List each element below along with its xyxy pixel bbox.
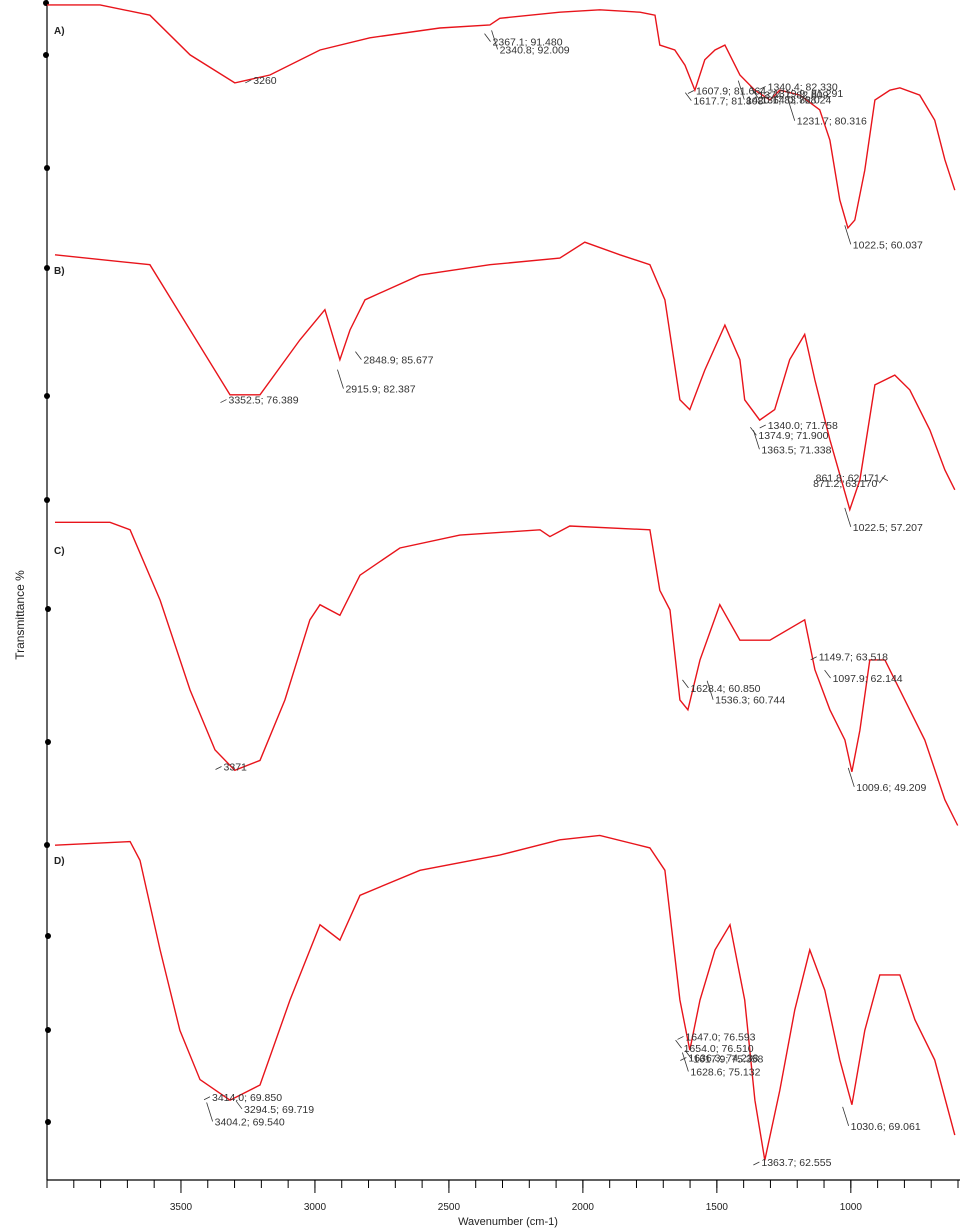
annotation: 3404.2; 69.540	[215, 1117, 285, 1129]
annotation-leader	[684, 1050, 692, 1059]
annotation: 2340.8; 92.009	[500, 44, 570, 56]
annotation-leader	[810, 656, 817, 661]
annotation-leader	[355, 351, 362, 360]
axis-dots	[43, 0, 51, 1125]
x-tick-label: 3500	[170, 1202, 193, 1213]
annotation: 1149.7; 63.518	[819, 652, 888, 664]
annotation: 1340.0; 71.758	[768, 420, 838, 432]
panel-label: B)	[54, 266, 65, 277]
annotation: 2848.9; 85.677	[363, 355, 433, 367]
y-axis-label: Transmittance %	[13, 570, 27, 660]
x-axis-label: Wavenumber (cm-1)	[458, 1216, 558, 1228]
annotation-leader	[847, 767, 855, 788]
annotation: 861.8; 62.171	[816, 473, 880, 485]
x-tick-label: 3000	[304, 1202, 327, 1213]
annotation-leader	[844, 507, 852, 528]
annotation-leader	[675, 1039, 682, 1049]
annotation-leader	[844, 225, 852, 245]
panel-label: D)	[54, 856, 65, 867]
annotation-leader	[684, 92, 692, 101]
annotation: 871.2; 63.170	[813, 478, 877, 490]
annotation-leader	[706, 680, 714, 700]
annotation-leader	[245, 79, 252, 84]
annotation-leader	[737, 80, 745, 100]
x-tick-label: 2000	[572, 1202, 595, 1213]
annotation: 1231.7; 80.316	[797, 116, 867, 128]
annotation-leader	[842, 1106, 850, 1126]
annotation-leader	[682, 1052, 689, 1072]
annotation: 1097.9; 62.144	[833, 673, 903, 685]
annotation: 1628.6; 75.132	[690, 1067, 760, 1079]
annotation-leader	[484, 33, 491, 42]
annotation-leader	[337, 369, 344, 389]
annotation: 1617.7; 81.808	[693, 96, 763, 108]
annotation-leader	[753, 430, 760, 450]
annotation-leader	[235, 1100, 243, 1110]
annotation: 3414.0; 69.850	[212, 1092, 282, 1104]
annotation: 1374.7; 82.809	[758, 90, 828, 102]
annotation: 1536.3; 60.744	[715, 695, 785, 707]
annotation: 2915.9; 82.387	[345, 384, 415, 396]
annotation-leader	[759, 424, 766, 429]
annotation-leader	[879, 474, 886, 484]
annotation-leader	[788, 101, 796, 121]
spectrum-line	[55, 521, 959, 826]
x-tick-label: 1000	[840, 1202, 863, 1213]
annotation-leader	[682, 679, 689, 689]
annotation-leader	[206, 1102, 214, 1122]
panel-label: C)	[54, 546, 65, 557]
annotation-leader	[220, 399, 227, 403]
annotation: 1022.5; 57.207	[853, 522, 923, 534]
annotation: 1363.5; 71.338	[761, 444, 831, 456]
annotation: 1022.5; 60.037	[853, 239, 923, 251]
panel-label: A)	[54, 26, 65, 37]
annotation: 1607.9; 81.664	[696, 86, 766, 98]
annotation-leader	[824, 669, 831, 679]
spectrum-line	[54, 241, 956, 512]
annotation: 1636.3; 74.238	[688, 1053, 758, 1065]
annotation: 1617.9; 75.358	[693, 1053, 763, 1065]
spectrum-line	[47, 4, 956, 230]
annotation: 1654.0; 76.510	[684, 1043, 754, 1055]
annotation-leader	[687, 90, 695, 94]
annotation: 3371	[224, 762, 248, 774]
annotation: 1364.0; 82.024	[761, 94, 831, 106]
annotation-leader	[752, 91, 760, 100]
annotation: 1363.7; 62.555	[761, 1157, 831, 1169]
annotation-leader	[764, 92, 772, 97]
annotation-leader	[677, 1036, 684, 1040]
annotation-leader	[215, 766, 222, 770]
annotation-leader	[750, 86, 757, 95]
annotation: 1030.6; 69.061	[851, 1121, 921, 1133]
annotation-leader	[203, 1096, 211, 1101]
annotation: 1647.0; 76.593	[685, 1031, 755, 1043]
annotation: 1340.4; 82.330	[768, 81, 838, 93]
annotation-leader	[491, 30, 498, 50]
annotation-leader	[680, 1057, 687, 1061]
annotation: 1319.9; 81.291	[773, 88, 843, 100]
annotation: 3352.5; 76.389	[228, 395, 298, 407]
x-tick-label: 2500	[438, 1202, 461, 1213]
annotation-leader	[753, 1161, 760, 1166]
annotation: 2367.1; 91.480	[493, 37, 563, 49]
annotation: 3294.5; 69.719	[244, 1104, 314, 1116]
x-tick-label: 1500	[706, 1202, 729, 1213]
annotation: 1009.6; 49.209	[856, 782, 926, 794]
annotation-leader	[759, 86, 766, 90]
annotation: 1628.4; 60.850	[690, 683, 760, 695]
annotation: 1420.1; 83.768	[746, 95, 816, 107]
annotation: 3260	[253, 75, 277, 87]
annotation: 1374.9; 71.900	[758, 430, 828, 442]
spectrum-line	[54, 834, 956, 1161]
